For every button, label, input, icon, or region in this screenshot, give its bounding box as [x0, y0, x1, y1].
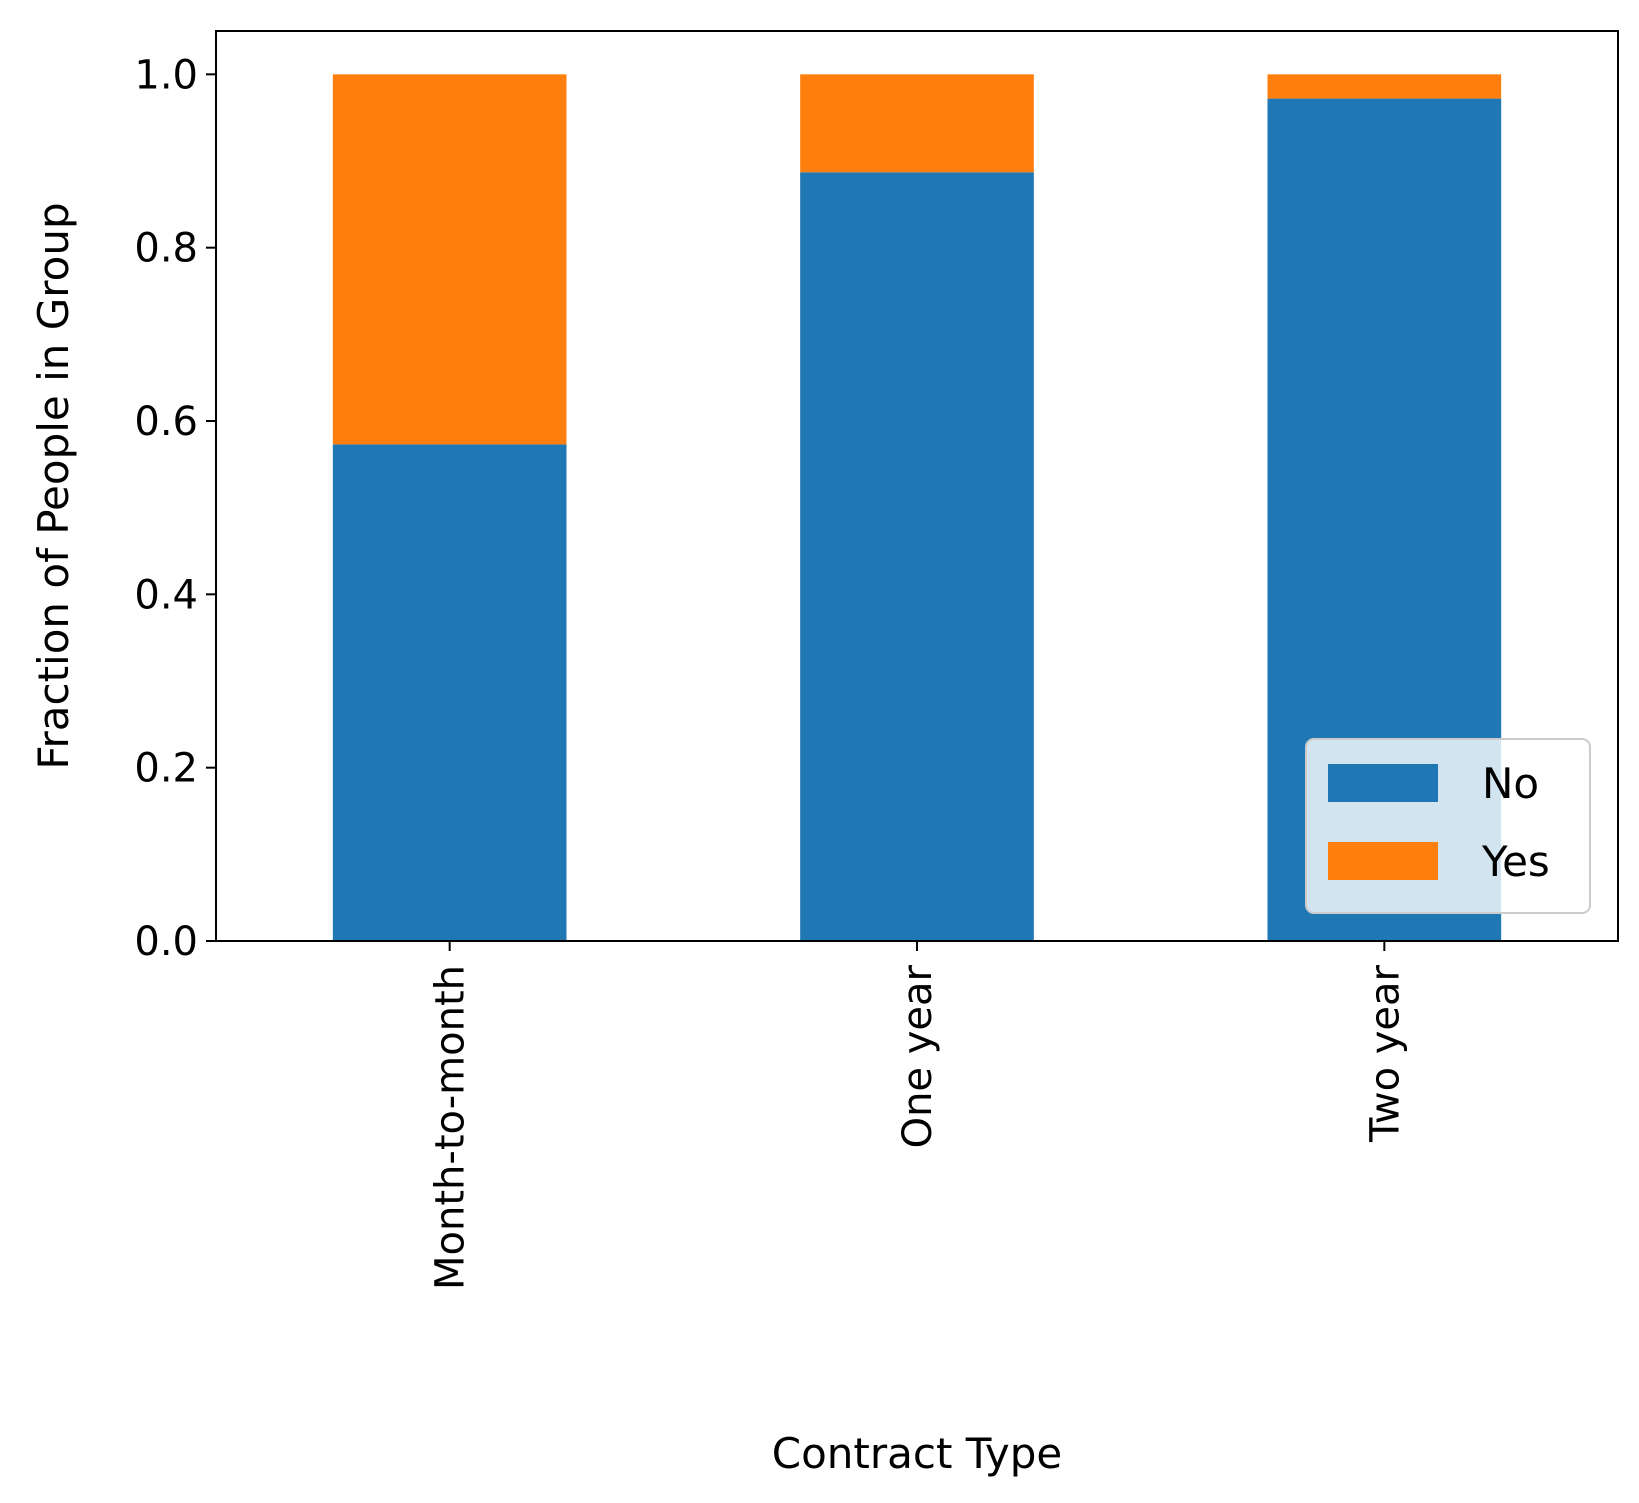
legend-label-yes: Yes: [1481, 837, 1550, 886]
y-tick-label: 1.0: [134, 52, 198, 98]
bars-layer: [332, 74, 1502, 942]
legend-swatch-no: [1328, 764, 1438, 802]
legend-swatch-yes: [1328, 842, 1438, 880]
legend-label-no: No: [1482, 759, 1539, 808]
x-tick-label: Two year: [1362, 964, 1408, 1143]
y-tick-label: 0.6: [134, 399, 198, 445]
y-tick-label: 0.4: [134, 572, 198, 618]
bar-yes-two-year: [1267, 74, 1502, 99]
bar-no-month-to-month: [332, 444, 567, 941]
bar-yes-one-year: [800, 74, 1034, 173]
x-axis-label: Contract Type: [772, 1429, 1063, 1478]
y-axis-label: Fraction of People in Group: [29, 202, 78, 769]
legend: No Yes: [1305, 738, 1591, 914]
y-tick-label: 0.2: [134, 746, 198, 792]
x-axis: Month-to-month One year Two year: [428, 941, 1408, 1290]
y-tick-label: 0.0: [134, 919, 198, 965]
bar-no-one-year: [800, 172, 1034, 941]
bar-yes-month-to-month: [332, 74, 567, 445]
y-tick-label: 0.8: [134, 226, 198, 272]
x-tick-label: One year: [895, 964, 941, 1148]
x-tick-label: Month-to-month: [428, 965, 474, 1290]
y-axis: 0.0 0.2 0.4 0.6 0.8 1.0: [134, 52, 216, 965]
